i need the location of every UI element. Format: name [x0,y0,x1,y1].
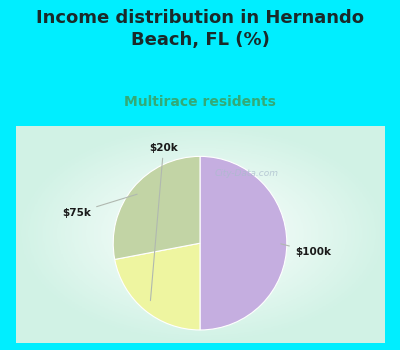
Text: Multirace residents: Multirace residents [124,94,276,108]
Wedge shape [115,243,200,330]
Wedge shape [113,156,200,259]
Text: Income distribution in Hernando
Beach, FL (%): Income distribution in Hernando Beach, F… [36,9,364,49]
Text: $75k: $75k [62,194,137,218]
Text: $20k: $20k [149,143,178,301]
Text: City-Data.com: City-Data.com [215,169,279,178]
Text: $100k: $100k [281,244,331,257]
Wedge shape [200,156,287,330]
